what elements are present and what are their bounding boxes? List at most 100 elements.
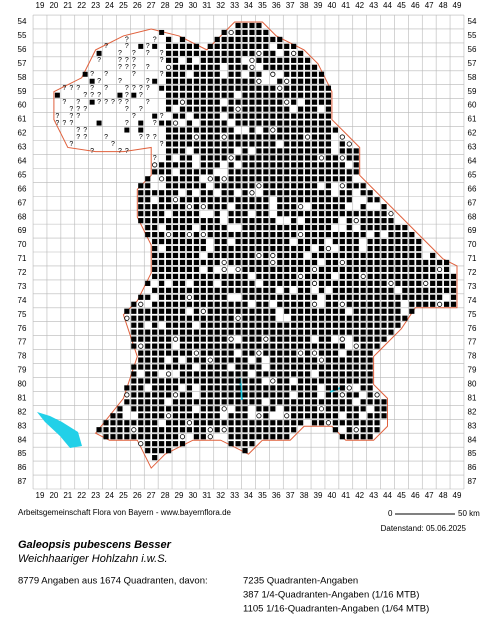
marker bbox=[325, 322, 332, 328]
marker bbox=[291, 57, 297, 63]
marker bbox=[179, 301, 186, 307]
marker bbox=[256, 225, 262, 231]
marker bbox=[249, 197, 255, 203]
marker-uncertain: ? bbox=[62, 99, 66, 106]
marker bbox=[207, 315, 213, 321]
marker-old bbox=[298, 350, 304, 356]
marker bbox=[304, 238, 311, 245]
marker-uncertain: ? bbox=[111, 99, 115, 106]
marker bbox=[159, 29, 165, 35]
marker bbox=[228, 343, 234, 349]
marker bbox=[325, 364, 332, 370]
marker bbox=[242, 50, 248, 56]
marker bbox=[165, 448, 172, 454]
column-label: 25 bbox=[119, 491, 128, 500]
marker bbox=[311, 385, 318, 391]
marker bbox=[304, 71, 311, 77]
marker bbox=[325, 183, 332, 189]
marker bbox=[228, 43, 234, 49]
column-label: 26 bbox=[133, 1, 142, 10]
marker bbox=[138, 378, 144, 384]
marker bbox=[179, 287, 186, 293]
marker bbox=[381, 336, 387, 342]
marker bbox=[270, 155, 276, 161]
marker bbox=[221, 106, 227, 112]
marker bbox=[159, 162, 165, 168]
marker bbox=[249, 225, 255, 231]
marker bbox=[277, 78, 283, 84]
marker bbox=[249, 29, 255, 36]
marker bbox=[159, 343, 165, 349]
marker bbox=[367, 385, 373, 391]
marker bbox=[249, 169, 255, 175]
marker-uncertain: ? bbox=[132, 64, 136, 71]
marker bbox=[367, 322, 373, 328]
marker bbox=[270, 315, 276, 321]
marker bbox=[145, 294, 151, 300]
marker bbox=[235, 329, 241, 335]
marker bbox=[207, 148, 213, 154]
marker bbox=[318, 218, 325, 224]
marker bbox=[256, 43, 262, 49]
marker bbox=[249, 204, 255, 210]
marker bbox=[325, 280, 332, 286]
marker-uncertain: ? bbox=[125, 85, 129, 92]
column-label: 34 bbox=[244, 1, 253, 10]
marker bbox=[284, 427, 290, 433]
marker bbox=[235, 378, 241, 384]
marker bbox=[374, 231, 380, 238]
marker-uncertain: ? bbox=[97, 92, 101, 99]
marker bbox=[228, 273, 234, 280]
marker bbox=[207, 50, 213, 56]
marker bbox=[430, 259, 436, 266]
marker bbox=[228, 308, 234, 314]
marker bbox=[423, 273, 429, 280]
marker bbox=[318, 113, 325, 119]
marker bbox=[311, 162, 318, 168]
marker bbox=[179, 71, 186, 77]
marker bbox=[318, 176, 325, 182]
marker bbox=[228, 434, 234, 440]
marker bbox=[353, 183, 359, 189]
marker bbox=[82, 71, 88, 77]
marker bbox=[172, 308, 179, 314]
marker bbox=[165, 238, 172, 245]
marker bbox=[277, 36, 283, 43]
marker bbox=[367, 211, 373, 217]
marker bbox=[256, 301, 262, 307]
marker bbox=[318, 315, 325, 321]
marker bbox=[291, 183, 297, 189]
marker bbox=[318, 322, 325, 328]
marker bbox=[360, 322, 366, 328]
marker bbox=[263, 385, 269, 391]
marker bbox=[395, 280, 401, 286]
marker bbox=[138, 434, 144, 440]
marker bbox=[235, 406, 241, 412]
marker bbox=[152, 322, 158, 328]
marker bbox=[304, 378, 311, 384]
marker bbox=[381, 218, 387, 224]
row-label: 72 bbox=[468, 268, 477, 277]
marker bbox=[367, 378, 373, 384]
marker bbox=[430, 287, 436, 293]
row-label: 75 bbox=[18, 310, 27, 319]
marker bbox=[298, 64, 304, 70]
marker bbox=[284, 273, 290, 280]
marker bbox=[277, 120, 283, 126]
marker bbox=[353, 371, 359, 377]
column-label: 24 bbox=[105, 491, 114, 500]
marker bbox=[263, 231, 269, 238]
marker bbox=[360, 406, 366, 412]
marker bbox=[346, 169, 352, 175]
marker bbox=[235, 113, 241, 119]
marker bbox=[304, 169, 311, 175]
row-label: 54 bbox=[18, 17, 27, 26]
marker bbox=[256, 336, 262, 342]
marker bbox=[270, 343, 276, 349]
marker bbox=[152, 78, 158, 84]
marker bbox=[304, 308, 311, 314]
marker bbox=[172, 71, 179, 77]
marker bbox=[284, 378, 290, 384]
marker bbox=[242, 448, 248, 454]
marker bbox=[270, 308, 276, 314]
